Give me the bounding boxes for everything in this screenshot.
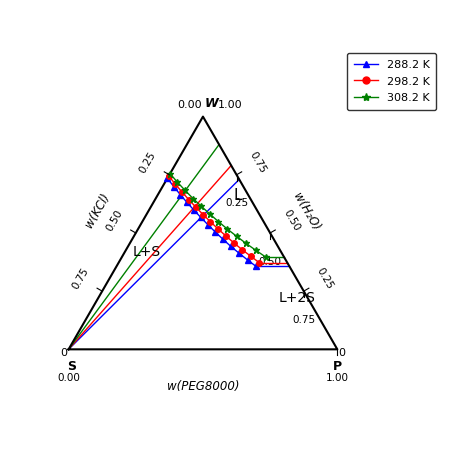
Text: 0.75: 0.75	[292, 315, 315, 325]
Text: 0: 0	[338, 348, 346, 358]
Text: 0: 0	[60, 348, 67, 358]
Text: S: S	[67, 360, 76, 373]
Text: w(KCl): w(KCl)	[82, 191, 112, 230]
Text: 0.50: 0.50	[282, 208, 302, 233]
Legend: 288.2 K, 298.2 K, 308.2 K: 288.2 K, 298.2 K, 308.2 K	[347, 53, 437, 110]
Text: 0.50: 0.50	[104, 208, 124, 233]
Text: L+S: L+S	[132, 245, 161, 259]
Text: w(PEG8000): w(PEG8000)	[167, 380, 239, 393]
Text: 0.00: 0.00	[57, 373, 80, 383]
Text: P: P	[333, 360, 342, 373]
Text: 0.25: 0.25	[225, 199, 248, 209]
Text: 0.50: 0.50	[259, 256, 282, 266]
Text: w(H₂O): w(H₂O)	[290, 191, 322, 234]
Text: W: W	[204, 97, 218, 110]
Text: 0.25: 0.25	[138, 150, 158, 175]
Text: 0.25: 0.25	[315, 266, 335, 291]
Text: 0.75: 0.75	[248, 150, 268, 175]
Text: 0.75: 0.75	[71, 266, 91, 291]
Text: L: L	[234, 188, 242, 203]
Text: 0.00: 0.00	[177, 100, 201, 110]
Text: 1.00: 1.00	[326, 373, 349, 383]
Text: 1.00: 1.00	[218, 100, 242, 110]
Text: L+2S: L+2S	[279, 291, 316, 305]
